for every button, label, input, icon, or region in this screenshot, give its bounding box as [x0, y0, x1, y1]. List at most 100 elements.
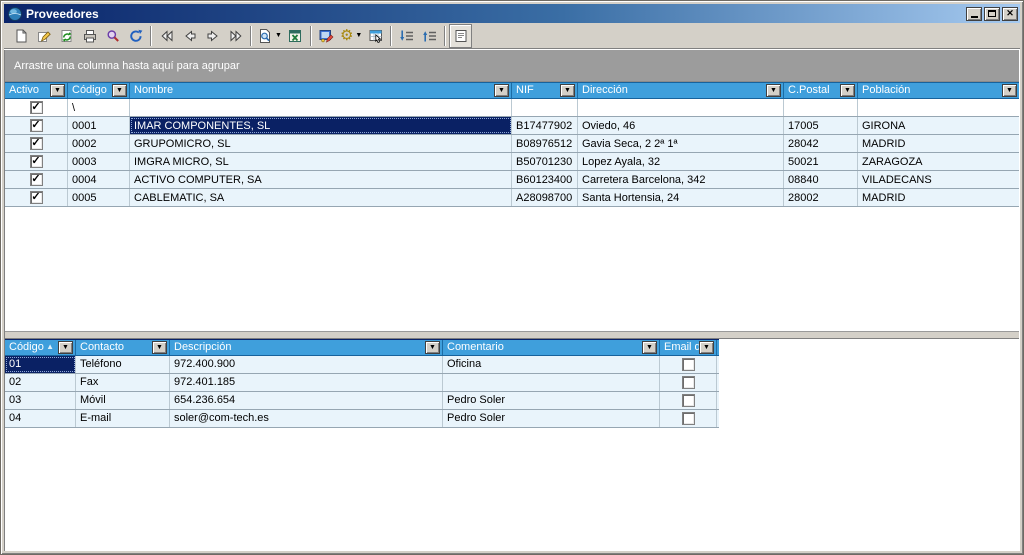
- cell-codigo[interactable]: 0005: [68, 189, 130, 206]
- prior-record-button[interactable]: [178, 24, 201, 48]
- cell-email[interactable]: [660, 355, 717, 373]
- checkbox-checked[interactable]: [29, 137, 43, 150]
- cell-poblacion[interactable]: VILADECANS: [862, 173, 932, 186]
- cell-nombre-selected[interactable]: IMAR COMPONENTES, SL: [130, 117, 512, 134]
- table-row[interactable]: 0001 IMAR COMPONENTES, SL B17477902 Ovie…: [5, 117, 1019, 135]
- minimize-button[interactable]: [966, 6, 982, 21]
- search-button[interactable]: [101, 24, 124, 48]
- cell-email[interactable]: [660, 373, 717, 391]
- table-row[interactable]: 0003 IMGRA MICRO, SL B50701230 Lopez Aya…: [5, 153, 1019, 171]
- cell-descripcion[interactable]: 972.400.900: [170, 355, 443, 373]
- edit-record-button[interactable]: [32, 24, 55, 48]
- cell-nif[interactable]: [512, 99, 578, 116]
- cell-codigo[interactable]: 0001: [68, 117, 130, 134]
- cell-descripcion[interactable]: soler@com-tech.es: [170, 409, 443, 427]
- column-header-email[interactable]: Email del ▼: [660, 339, 717, 355]
- maximize-button[interactable]: [984, 6, 1000, 21]
- grid-splitter[interactable]: [5, 330, 1019, 339]
- new-record-button[interactable]: [9, 24, 32, 48]
- cell-nombre[interactable]: CABLEMATIC, SA: [130, 189, 512, 206]
- cell-codigo-selected[interactable]: 01: [5, 355, 76, 373]
- cell-poblacion[interactable]: GIRONA: [862, 119, 906, 132]
- cell-direccion[interactable]: Oviedo, 46: [578, 117, 784, 134]
- cell-direccion[interactable]: Carretera Barcelona, 342: [578, 171, 784, 188]
- filter-dropdown-button[interactable]: ▼: [112, 84, 127, 97]
- cell-nif[interactable]: A28098700: [512, 189, 578, 206]
- column-header-cpostal[interactable]: C.Postal ▼: [784, 83, 858, 98]
- cell-comentario[interactable]: Oficina: [443, 355, 660, 373]
- table-row[interactable]: 01 Teléfono 972.400.900 Oficina: [5, 355, 719, 374]
- table-row[interactable]: 0004 ACTIVO COMPUTER, SA B60123400 Carre…: [5, 171, 1019, 189]
- cell-nif[interactable]: B50701230: [512, 153, 578, 170]
- cell-descripcion[interactable]: 972.401.185: [170, 373, 443, 391]
- first-record-button[interactable]: [155, 24, 178, 48]
- cell-nombre[interactable]: GRUPOMICRO, SL: [130, 135, 512, 152]
- checkbox-checked[interactable]: [29, 119, 43, 132]
- cell-cpostal[interactable]: [784, 99, 858, 116]
- cell-codigo[interactable]: 02: [5, 373, 76, 391]
- checkbox-checked[interactable]: [29, 101, 43, 114]
- cell-activo[interactable]: [5, 117, 68, 134]
- column-header-descripcion[interactable]: Descripción ▼: [170, 339, 443, 355]
- print-button[interactable]: [78, 24, 101, 48]
- cell-codigo[interactable]: \: [68, 99, 130, 116]
- column-header-activo[interactable]: Activo ▼: [5, 83, 68, 98]
- cell-activo[interactable]: [5, 99, 68, 116]
- expand-detail-button[interactable]: [395, 24, 418, 48]
- report-design-button[interactable]: [315, 24, 338, 48]
- refresh-button[interactable]: [124, 24, 147, 48]
- cell-cpostal[interactable]: 17005: [784, 117, 858, 134]
- filter-dropdown-button[interactable]: ▼: [50, 84, 65, 97]
- cell-contacto[interactable]: Fax: [76, 373, 170, 391]
- collapse-detail-button[interactable]: [418, 24, 441, 48]
- cell-activo[interactable]: [5, 135, 68, 152]
- next-record-button[interactable]: [201, 24, 224, 48]
- table-row[interactable]: 0005 CABLEMATIC, SA A28098700 Santa Hort…: [5, 189, 1019, 207]
- filter-dropdown-button[interactable]: ▼: [560, 84, 575, 97]
- print-preview-button[interactable]: ▼: [255, 24, 284, 48]
- options-button[interactable]: ⚙ ▼: [338, 24, 364, 48]
- grid-customize-button[interactable]: [364, 24, 387, 48]
- filter-dropdown-button[interactable]: ▼: [425, 340, 440, 354]
- cell-email[interactable]: [660, 409, 717, 427]
- table-row[interactable]: 03 Móvil 654.236.654 Pedro Soler: [5, 391, 719, 410]
- cell-direccion[interactable]: Gavia Seca, 2 2ª 1ª: [578, 135, 784, 152]
- cell-descripcion[interactable]: 654.236.654: [170, 391, 443, 409]
- filter-dropdown-button[interactable]: ▼: [1002, 84, 1017, 97]
- filter-dropdown-button[interactable]: ▼: [840, 84, 855, 97]
- cell-comentario[interactable]: [443, 373, 660, 391]
- table-row[interactable]: 04 E-mail soler@com-tech.es Pedro Soler: [5, 409, 719, 428]
- column-header-nombre[interactable]: Nombre ▼: [130, 83, 512, 98]
- cell-nombre[interactable]: ACTIVO COMPUTER, SA: [130, 171, 512, 188]
- cell-codigo[interactable]: 04: [5, 409, 76, 427]
- cell-cpostal[interactable]: 28042: [784, 135, 858, 152]
- cell-cpostal[interactable]: 28002: [784, 189, 858, 206]
- column-header-contacto[interactable]: Contacto ▼: [76, 339, 170, 355]
- filter-dropdown-button[interactable]: ▼: [766, 84, 781, 97]
- cell-contacto[interactable]: Móvil: [76, 391, 170, 409]
- cell-nif[interactable]: B08976512: [512, 135, 578, 152]
- cell-poblacion[interactable]: MADRID: [862, 191, 906, 204]
- filter-dropdown-button[interactable]: ▼: [58, 340, 73, 354]
- cell-codigo[interactable]: 0002: [68, 135, 130, 152]
- delete-record-button[interactable]: [55, 24, 78, 48]
- column-header-codigo[interactable]: Código ▼: [68, 83, 130, 98]
- cell-poblacion[interactable]: ZARAGOZA: [862, 155, 923, 168]
- filter-dropdown-button[interactable]: ▼: [642, 340, 657, 354]
- checkbox-unchecked[interactable]: [681, 393, 695, 407]
- checkbox-checked[interactable]: [29, 191, 43, 204]
- column-header-codigo[interactable]: Código ▲ ▼: [5, 339, 76, 355]
- filter-dropdown-button[interactable]: ▼: [152, 340, 167, 354]
- cell-nombre[interactable]: [130, 99, 512, 116]
- column-header-comentario[interactable]: Comentario ▼: [443, 339, 660, 355]
- cell-direccion[interactable]: Santa Hortensia, 24: [578, 189, 784, 206]
- cell-nif[interactable]: B60123400: [512, 171, 578, 188]
- title-bar[interactable]: Proveedores ✕: [4, 4, 1020, 23]
- cell-direccion[interactable]: Lopez Ayala, 32: [578, 153, 784, 170]
- cell-poblacion[interactable]: MADRID: [862, 137, 906, 150]
- cell-codigo[interactable]: 0003: [68, 153, 130, 170]
- cell-codigo[interactable]: 03: [5, 391, 76, 409]
- cell-cpostal[interactable]: 50021: [784, 153, 858, 170]
- checkbox-unchecked[interactable]: [681, 357, 695, 371]
- cell-direccion[interactable]: [578, 99, 784, 116]
